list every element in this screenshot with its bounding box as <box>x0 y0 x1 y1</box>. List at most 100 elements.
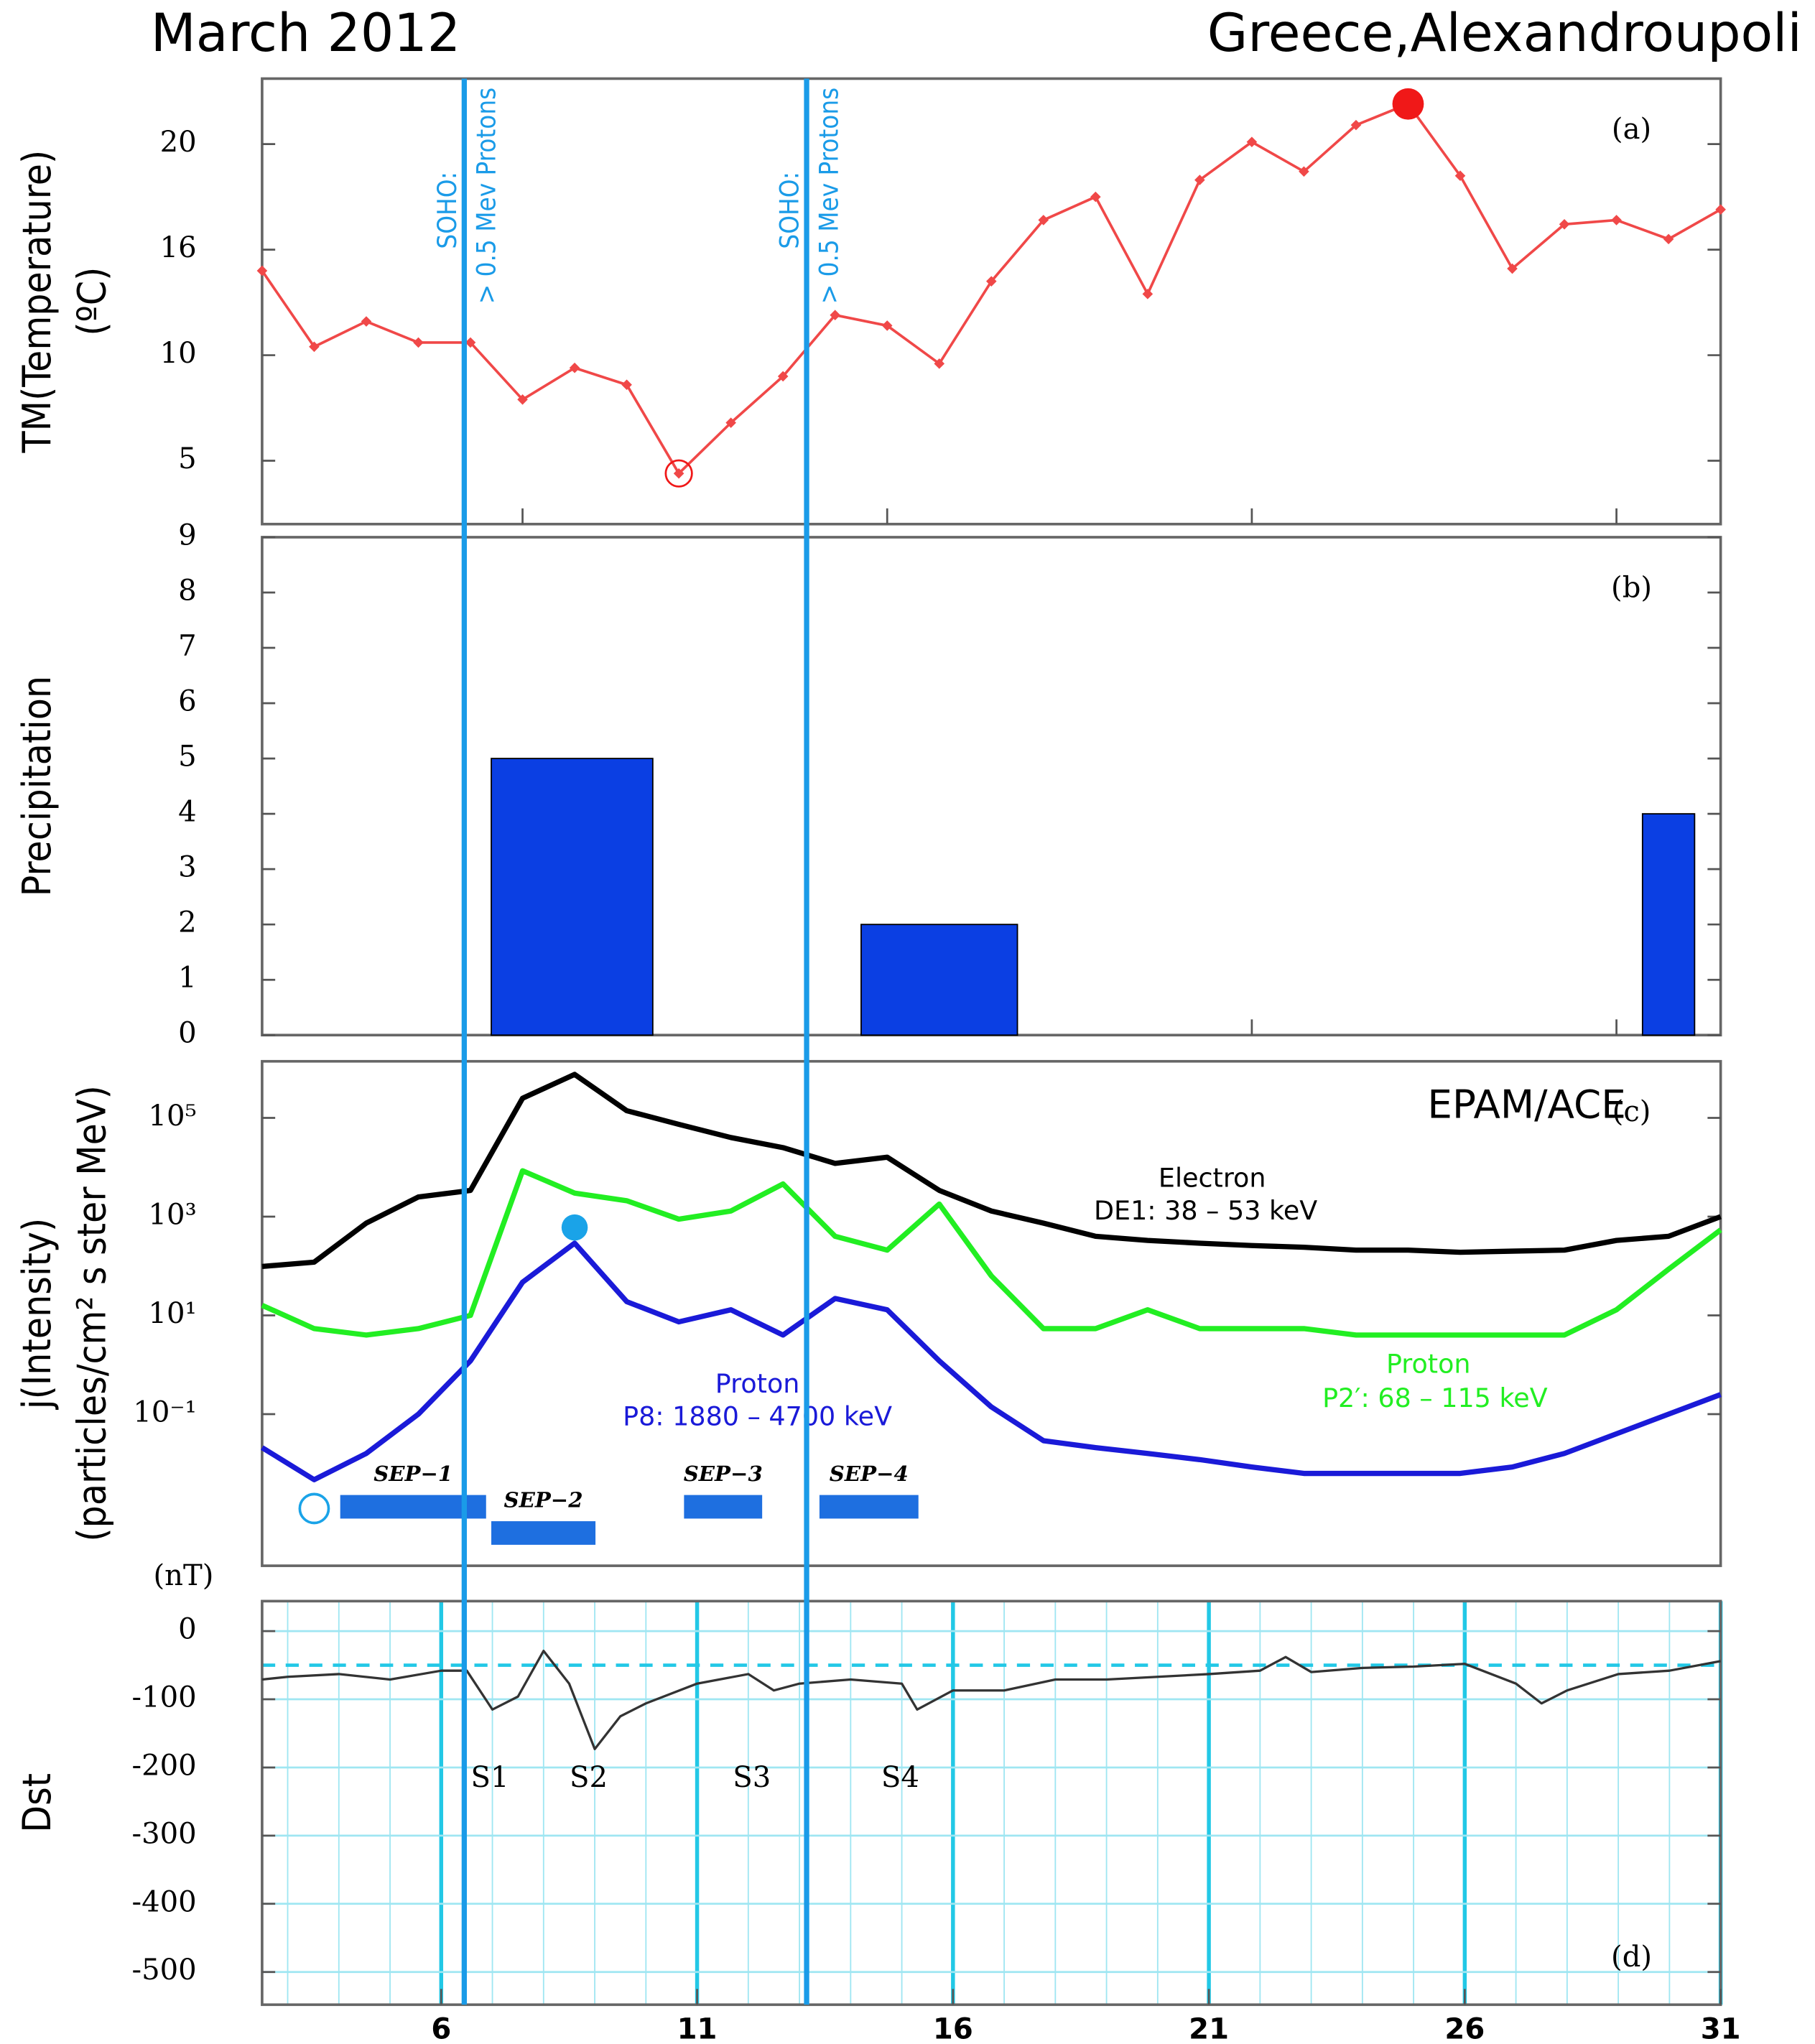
data-point <box>934 358 945 369</box>
y-tick-label: 5 <box>178 442 197 475</box>
y-tick-label: 6 <box>178 685 197 718</box>
sep-label: SEP−3 <box>684 1462 763 1486</box>
bar <box>860 924 1018 1036</box>
y-tick-label: 16 <box>160 231 197 264</box>
storm-label: S3 <box>733 1761 771 1794</box>
series-name: Electron <box>1159 1162 1266 1193</box>
y-tick-label: 3 <box>178 851 197 884</box>
data-point <box>1090 191 1101 203</box>
sep-interval <box>819 1495 919 1519</box>
data-line <box>261 1168 1722 1338</box>
x-tick-label: 6 <box>431 2013 451 2044</box>
y-tick-label: 7 <box>178 630 197 663</box>
storm-label: S1 <box>470 1761 509 1794</box>
y-axis-label: Dst <box>14 1773 60 1833</box>
data-point <box>256 265 268 277</box>
sep-interval <box>684 1495 763 1519</box>
max-marker <box>1392 88 1424 120</box>
event-label: > 0.5 Mev Protons <box>813 88 844 305</box>
panel-label: (c) <box>1612 1095 1651 1128</box>
data-point <box>830 310 840 321</box>
min-marker <box>298 1492 330 1525</box>
y-tick-label: 10³ <box>149 1199 197 1232</box>
y-tick-label: -200 <box>132 1749 197 1782</box>
data-point <box>1454 170 1466 181</box>
panel-frame <box>261 1599 1722 2007</box>
panel-frame <box>261 77 1722 526</box>
data-point <box>985 276 997 287</box>
data-line <box>260 1240 1722 1482</box>
y-tick-label: 4 <box>178 796 197 829</box>
panel-title: EPAM/ACE <box>1427 1082 1625 1128</box>
data-point <box>309 341 320 353</box>
y-tick-label: 2 <box>178 906 197 939</box>
data-point <box>517 394 528 405</box>
event-label: > 0.5 Mev Protons <box>471 88 502 305</box>
series-label: P8: 1880 – 4700 keV <box>623 1400 892 1431</box>
data-point <box>1142 289 1153 299</box>
x-tick-label: 31 <box>1701 2013 1741 2044</box>
y-axis-label: Precipitation <box>14 676 60 896</box>
y-unit: (nT) <box>153 1559 213 1592</box>
data-point <box>569 362 580 373</box>
bar <box>491 758 654 1036</box>
data-point <box>1507 263 1518 274</box>
event-label: SOHO: <box>774 172 805 249</box>
series-name: Proton <box>1386 1348 1471 1379</box>
panel-frame <box>261 1059 1722 1567</box>
y-tick-label: -100 <box>132 1681 197 1714</box>
panel-label: (a) <box>1612 113 1651 146</box>
bar <box>1641 813 1696 1036</box>
event-label: SOHO: <box>432 172 463 249</box>
y-tick-label: 10⁻¹ <box>133 1396 196 1429</box>
data-point <box>673 468 684 479</box>
x-tick-label: 11 <box>677 2013 718 2044</box>
data-point <box>1350 119 1362 131</box>
storm-label: S4 <box>881 1761 919 1794</box>
y-axis-label: TM(Temperature) <box>14 150 60 454</box>
data-point <box>621 379 632 391</box>
panel-label: (b) <box>1611 571 1652 604</box>
data-point <box>1559 219 1570 230</box>
data-point <box>1611 215 1622 226</box>
data-point <box>1715 204 1726 215</box>
y-tick-label: 0 <box>178 1613 197 1646</box>
y-axis-label: (particles/cm² s ster MeV) <box>69 1085 115 1541</box>
sep-label: SEP−2 <box>504 1488 583 1513</box>
y-tick-label: 9 <box>178 519 197 552</box>
sep-label: SEP−4 <box>830 1462 909 1486</box>
y-tick-label: 10 <box>160 337 197 370</box>
data-line <box>261 1072 1722 1270</box>
y-tick-label: 0 <box>178 1017 197 1050</box>
x-tick-label: 21 <box>1189 2013 1229 2044</box>
y-tick-label: 1 <box>178 962 197 995</box>
x-tick-label: 16 <box>933 2013 973 2044</box>
y-tick-label: 10¹ <box>149 1297 197 1330</box>
data-point <box>413 337 424 348</box>
series-label: DE1: 38 – 53 keV <box>1094 1195 1317 1226</box>
series-name: Proton <box>715 1368 800 1399</box>
y-tick-label: -500 <box>132 1954 197 1987</box>
peak-marker <box>561 1214 588 1241</box>
y-axis-label: (ºC) <box>69 267 115 336</box>
data-point <box>465 337 476 348</box>
x-tick-label: 26 <box>1444 2013 1485 2044</box>
y-tick-label: -400 <box>132 1885 197 1918</box>
data-line <box>261 1650 1721 1750</box>
panel-label: (d) <box>1611 1941 1652 1974</box>
y-tick-label: 8 <box>178 575 197 608</box>
data-point <box>1663 233 1674 245</box>
y-tick-label: 5 <box>178 740 197 774</box>
y-tick-label: -300 <box>132 1817 197 1850</box>
storm-label: S2 <box>570 1761 608 1794</box>
data-point <box>361 316 372 327</box>
sep-label: SEP−1 <box>373 1462 452 1486</box>
location: Greece,Alexandroupoli <box>1207 3 1802 64</box>
y-tick-label: 20 <box>160 126 197 159</box>
min-marker <box>664 459 693 488</box>
y-tick-label: 10⁵ <box>149 1100 197 1133</box>
figure-title: March 2012 <box>151 3 460 64</box>
series-label: P2′: 68 – 115 keV <box>1322 1383 1548 1413</box>
